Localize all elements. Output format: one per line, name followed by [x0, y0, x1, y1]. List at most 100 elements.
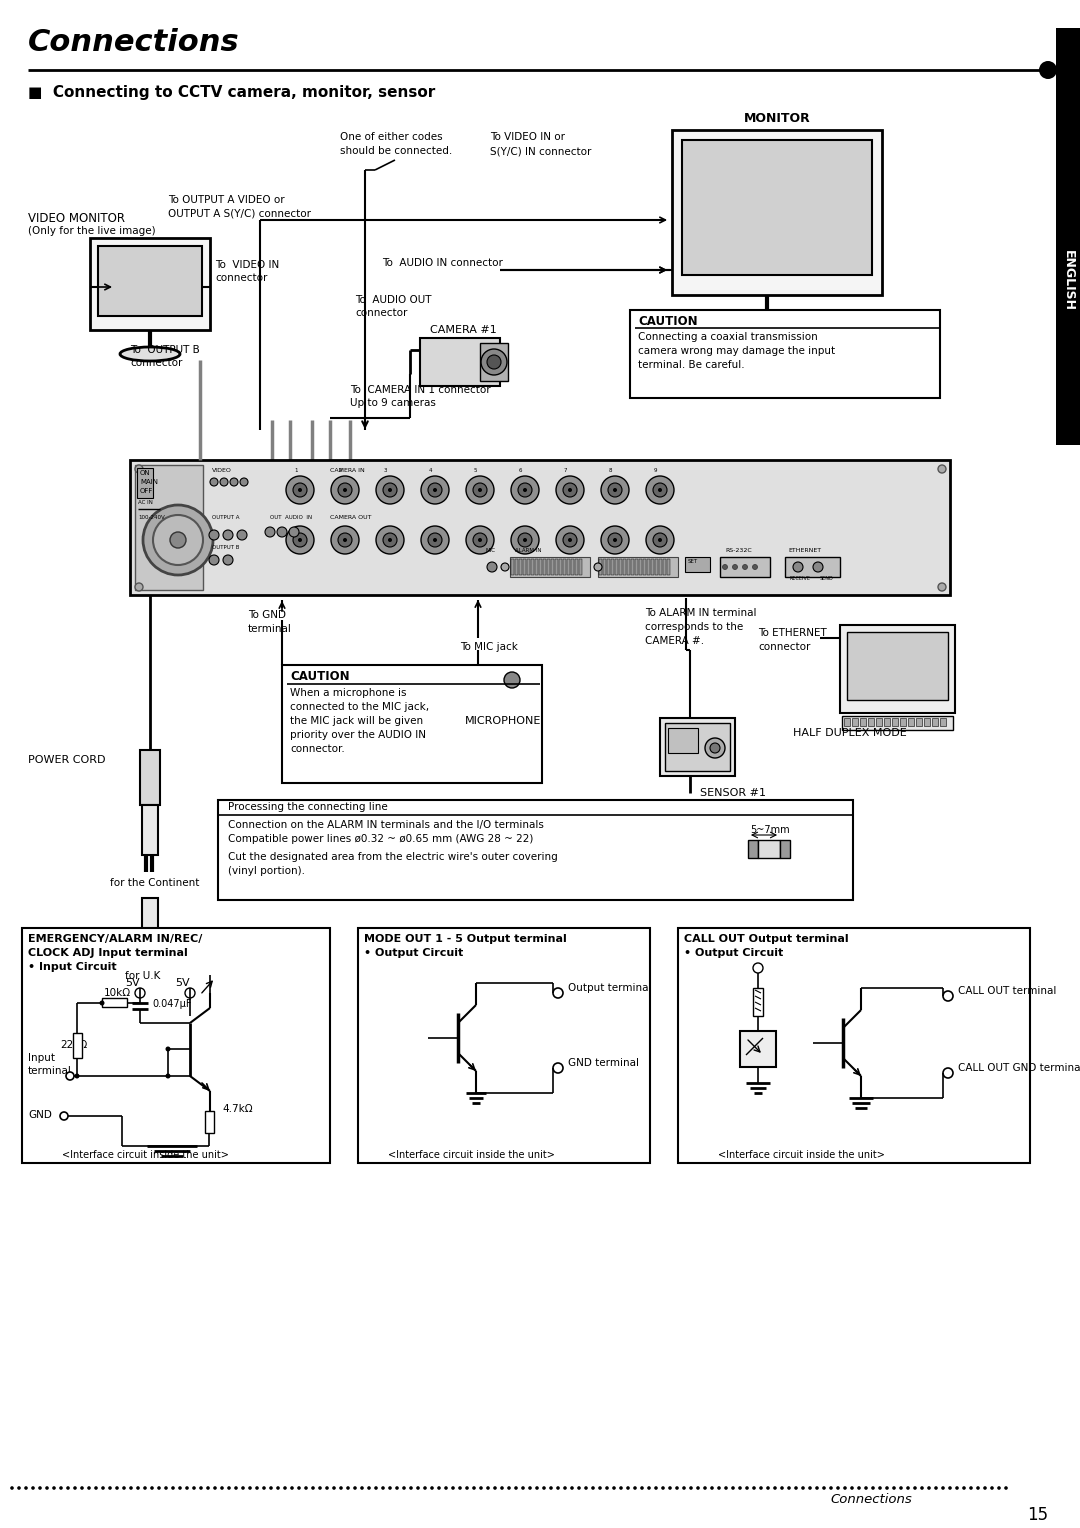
Circle shape [130, 1487, 133, 1490]
Text: 8: 8 [609, 468, 612, 474]
Text: RECEIVE: RECEIVE [789, 576, 811, 581]
Text: ■  Connecting to CCTV camera, monitor, sensor: ■ Connecting to CCTV camera, monitor, se… [28, 86, 435, 99]
Circle shape [658, 538, 662, 542]
Circle shape [269, 1487, 273, 1490]
Circle shape [743, 564, 747, 570]
Text: Connecting a coaxial transmission: Connecting a coaxial transmission [638, 332, 818, 342]
Circle shape [433, 538, 437, 542]
Circle shape [556, 1487, 559, 1490]
Circle shape [297, 1487, 301, 1490]
Circle shape [591, 1487, 595, 1490]
Ellipse shape [727, 321, 807, 339]
Bar [916, 718, 922, 726]
Circle shape [773, 1487, 777, 1490]
Text: 5V: 5V [175, 978, 189, 989]
Circle shape [52, 1487, 56, 1490]
Text: Input: Input [28, 1053, 55, 1063]
Bar [630, 310, 940, 397]
Circle shape [661, 1487, 665, 1490]
Bar [619, 559, 622, 575]
Circle shape [528, 1487, 531, 1490]
Circle shape [135, 465, 143, 474]
Circle shape [717, 1487, 720, 1490]
Circle shape [523, 487, 527, 492]
Circle shape [605, 1487, 609, 1490]
Circle shape [376, 526, 404, 555]
Bar [852, 718, 858, 726]
Text: ETHERNET: ETHERNET [788, 549, 821, 553]
Bar [940, 718, 946, 726]
Bar [567, 559, 570, 575]
Circle shape [388, 1487, 392, 1490]
Circle shape [850, 1487, 854, 1490]
Circle shape [780, 1487, 784, 1490]
Circle shape [753, 564, 757, 570]
Text: HALF DUPLEX MODE: HALF DUPLEX MODE [793, 727, 907, 738]
Circle shape [227, 1487, 231, 1490]
Circle shape [45, 1487, 49, 1490]
Circle shape [815, 1487, 819, 1490]
Circle shape [381, 1487, 384, 1490]
Circle shape [705, 738, 725, 758]
Circle shape [437, 1487, 441, 1490]
Circle shape [703, 1487, 706, 1490]
Circle shape [210, 530, 219, 539]
Bar [659, 559, 662, 575]
Text: To VIDEO IN or: To VIDEO IN or [490, 131, 565, 142]
Text: To  CAMERA IN 1 connector: To CAMERA IN 1 connector [350, 385, 490, 396]
Bar [527, 559, 530, 575]
Text: POWER CORD: POWER CORD [28, 755, 106, 766]
Text: 5: 5 [474, 468, 477, 474]
Circle shape [291, 1487, 294, 1490]
Circle shape [367, 1487, 370, 1490]
Bar [563, 559, 566, 575]
Circle shape [199, 1487, 203, 1490]
Bar [932, 718, 939, 726]
Circle shape [102, 1487, 105, 1490]
Circle shape [600, 477, 629, 504]
Text: 7: 7 [564, 468, 567, 474]
Text: To ETHERNET: To ETHERNET [758, 628, 827, 639]
Text: Connection on the ALARM IN terminals and the I/O terminals: Connection on the ALARM IN terminals and… [228, 821, 544, 830]
Circle shape [220, 478, 228, 486]
Circle shape [759, 1487, 762, 1490]
Circle shape [383, 533, 397, 547]
Circle shape [99, 1001, 105, 1005]
Circle shape [872, 1487, 875, 1490]
Circle shape [164, 1487, 167, 1490]
Bar [651, 559, 654, 575]
Text: should be connected.: should be connected. [340, 147, 453, 156]
Bar [510, 558, 590, 578]
Text: CALL OUT GND terminal: CALL OUT GND terminal [958, 1063, 1080, 1073]
Text: CAMERA IN: CAMERA IN [330, 468, 365, 474]
Circle shape [689, 1487, 692, 1490]
Circle shape [556, 477, 584, 504]
Text: connected to the MIC jack,: connected to the MIC jack, [291, 701, 429, 712]
Circle shape [683, 1487, 686, 1490]
Circle shape [675, 1487, 679, 1490]
Bar [842, 717, 953, 730]
Circle shape [66, 1073, 75, 1080]
Circle shape [501, 562, 509, 571]
Circle shape [948, 1487, 951, 1490]
Bar [98, 246, 202, 316]
Circle shape [556, 526, 584, 555]
Circle shape [248, 1487, 252, 1490]
Circle shape [511, 526, 539, 555]
Text: 4: 4 [429, 468, 432, 474]
Circle shape [116, 1487, 119, 1490]
Circle shape [646, 526, 674, 555]
Circle shape [633, 1487, 637, 1490]
Bar [753, 989, 762, 1016]
Circle shape [939, 584, 946, 591]
Circle shape [480, 1487, 483, 1490]
Bar [551, 559, 554, 575]
Circle shape [135, 584, 143, 591]
Bar [885, 718, 890, 726]
Text: CAMERA #.: CAMERA #. [645, 636, 704, 646]
Circle shape [523, 538, 527, 542]
Circle shape [654, 1487, 658, 1490]
Circle shape [213, 1487, 217, 1490]
Circle shape [766, 1487, 770, 1490]
Circle shape [500, 1487, 503, 1490]
